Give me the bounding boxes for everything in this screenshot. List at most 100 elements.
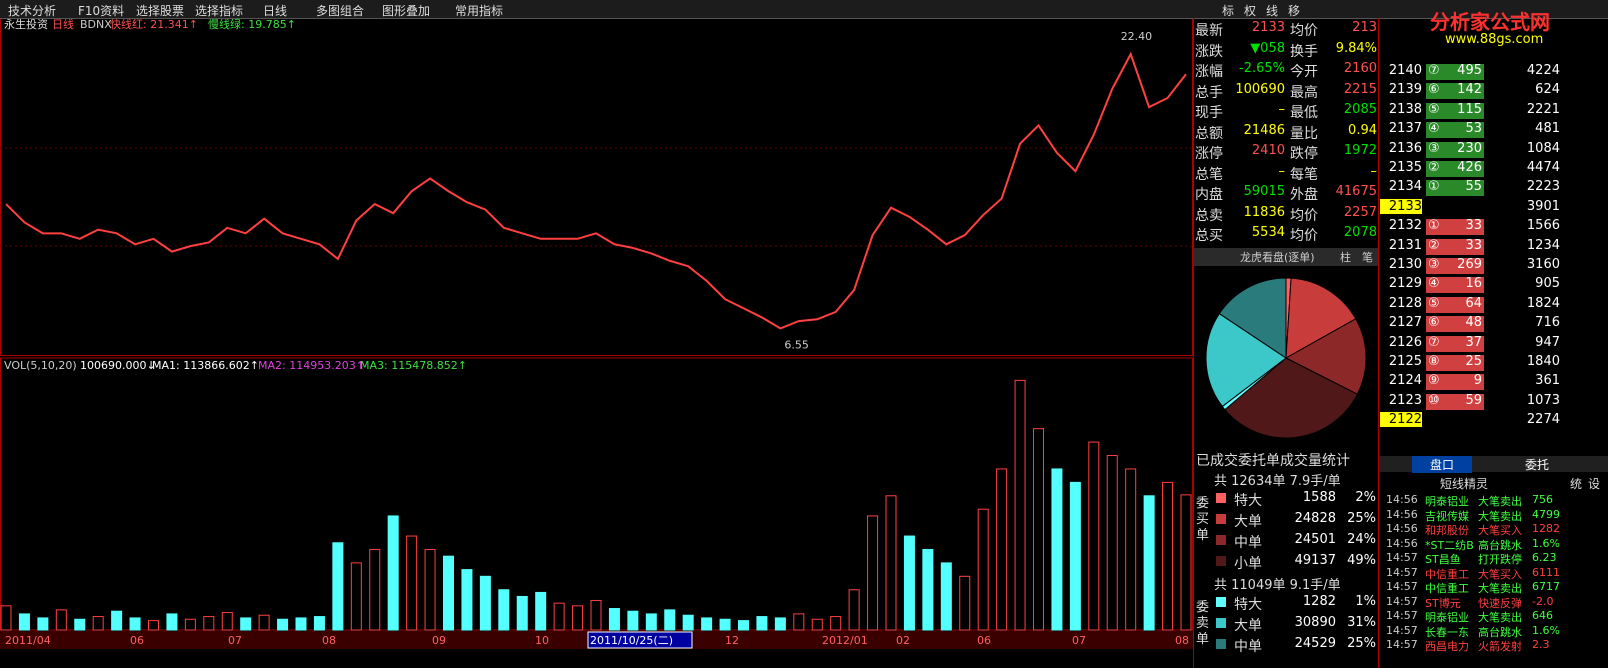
book-total: 905 xyxy=(1535,276,1560,292)
book-volume: 59 xyxy=(1465,392,1482,408)
stats-swatch xyxy=(1216,535,1226,545)
pie-tab[interactable]: 柱 xyxy=(1340,251,1351,264)
feed-cell: 大笔买入 xyxy=(1478,524,1522,537)
volume-bar xyxy=(37,617,49,631)
panel-tab[interactable]: 权 xyxy=(1244,4,1257,18)
stats-name: 特大 xyxy=(1234,493,1262,509)
stats-percent: 1% xyxy=(1355,594,1376,609)
feed-cell: 14:56 xyxy=(1386,522,1418,535)
panel-tab[interactable]: 线 xyxy=(1266,4,1279,18)
volume-bar xyxy=(1143,495,1155,631)
stats-volume: 24828 xyxy=(1294,511,1336,526)
volume-bar xyxy=(590,599,602,631)
book-level: ⑨ xyxy=(1428,373,1440,389)
quote-value: 2410 xyxy=(1251,143,1285,158)
stats-name: 特大 xyxy=(1234,597,1262,613)
feed-tab[interactable]: 统 xyxy=(1570,477,1583,491)
book-price: 2124 xyxy=(1388,373,1422,389)
stats-swatch xyxy=(1216,514,1226,524)
book-level: ② xyxy=(1428,237,1440,253)
book-volume: 55 xyxy=(1465,179,1482,195)
date-label: 10 xyxy=(535,634,549,647)
book-price: 2128 xyxy=(1388,295,1422,311)
stats-name: 小单 xyxy=(1234,556,1262,572)
book-price: 2134 xyxy=(1388,179,1422,195)
book-price: 2135 xyxy=(1388,160,1422,175)
volume-bar xyxy=(92,616,104,631)
quote-panel xyxy=(1193,18,1379,668)
volume-bar xyxy=(701,617,713,631)
book-level-bg xyxy=(1426,83,1484,100)
feed-cell: 14:56 xyxy=(1386,493,1418,506)
stats-swatch xyxy=(1216,597,1226,607)
date-label: 2012/01 xyxy=(822,634,868,647)
book-total: 624 xyxy=(1535,82,1560,98)
toolbar-button[interactable]: 技术分析 xyxy=(8,4,57,18)
book-price: 2139 xyxy=(1388,82,1422,98)
toolbar-button[interactable]: 图形叠加 xyxy=(382,4,431,18)
volume-bar xyxy=(682,614,694,631)
volume-bar xyxy=(608,608,620,631)
date-label: 02 xyxy=(896,634,910,647)
toolbar-button[interactable]: 多图组合 xyxy=(316,4,365,18)
volume-bar xyxy=(424,548,436,631)
panel-tab[interactable]: 移 xyxy=(1288,4,1301,18)
book-volume: 64 xyxy=(1465,295,1482,311)
feed-cell: 中信重工 xyxy=(1425,582,1469,595)
toolbar-button[interactable]: 日线 xyxy=(263,4,288,18)
feed-cell: 高台跳水 xyxy=(1478,538,1522,552)
volume-bar xyxy=(184,618,196,631)
book-total: 1084 xyxy=(1526,140,1560,156)
toolbar-button[interactable]: 常用指标 xyxy=(455,4,504,18)
stats-summary: 共 11049单 9.1手/单 xyxy=(1214,578,1341,593)
book-level-bg xyxy=(1426,161,1484,177)
book-level-bg xyxy=(1426,141,1484,158)
volume-bar xyxy=(166,613,178,631)
watermark-url: www.88gs.com xyxy=(1445,32,1544,47)
toolbar-button[interactable]: F10资料 xyxy=(78,4,125,18)
book-tab[interactable]: 盘口 xyxy=(1412,456,1472,473)
feed-cell: 756 xyxy=(1532,493,1553,506)
feed-cell: 快速反弹 xyxy=(1478,596,1522,610)
date-label: 2011/04 xyxy=(5,634,51,647)
book-total: 2274 xyxy=(1526,412,1560,428)
quote-label: 今开 xyxy=(1290,64,1318,80)
book-volume: 115 xyxy=(1457,101,1482,117)
book-volume: 269 xyxy=(1457,257,1482,272)
pie-tab[interactable]: 笔 xyxy=(1362,251,1373,264)
quote-value: 1972 xyxy=(1343,143,1377,158)
quote-label: 最低 xyxy=(1290,105,1318,121)
volume-bar xyxy=(977,508,989,631)
price-panel xyxy=(0,18,1193,356)
stats-volume: 24529 xyxy=(1294,636,1336,651)
stats-name: 大单 xyxy=(1234,618,1262,634)
stats-percent: 25% xyxy=(1347,636,1376,651)
stats-name: 大单 xyxy=(1234,514,1262,530)
book-level: ⑥ xyxy=(1428,315,1440,331)
pie-slice xyxy=(1285,277,1357,359)
book-total: 4224 xyxy=(1526,63,1560,78)
feed-cell: 2.3 xyxy=(1532,638,1550,651)
feed-cell: 长春一东 xyxy=(1425,625,1469,639)
quote-value: 41675 xyxy=(1335,184,1377,199)
volume-bar xyxy=(645,613,657,631)
book-level-bg xyxy=(1426,335,1484,352)
quote-value: 213 xyxy=(1352,20,1377,35)
volume-bar xyxy=(664,609,676,631)
quote-value: – xyxy=(1278,102,1286,117)
quote-value: 100690 xyxy=(1235,81,1285,97)
feed-cell: 14:57 xyxy=(1386,609,1418,622)
feed-cell: 大笔卖出 xyxy=(1478,509,1522,523)
panel-tab[interactable]: 标 xyxy=(1222,4,1235,18)
volume-bar xyxy=(996,468,1008,631)
toolbar-button[interactable]: 选择指标 xyxy=(195,4,244,18)
feed-cell: *ST二纺B xyxy=(1425,538,1474,552)
book-level-bg xyxy=(1426,64,1484,80)
toolbar-button[interactable]: 选择股票 xyxy=(136,4,185,18)
book-level-bg xyxy=(1426,102,1484,119)
feed-cell: 4799 xyxy=(1532,507,1560,521)
feed-tab[interactable]: 设 xyxy=(1588,477,1601,491)
quote-value: 11836 xyxy=(1243,204,1285,220)
book-tab[interactable]: 委托 xyxy=(1524,458,1549,472)
book-volume: 142 xyxy=(1457,82,1482,98)
